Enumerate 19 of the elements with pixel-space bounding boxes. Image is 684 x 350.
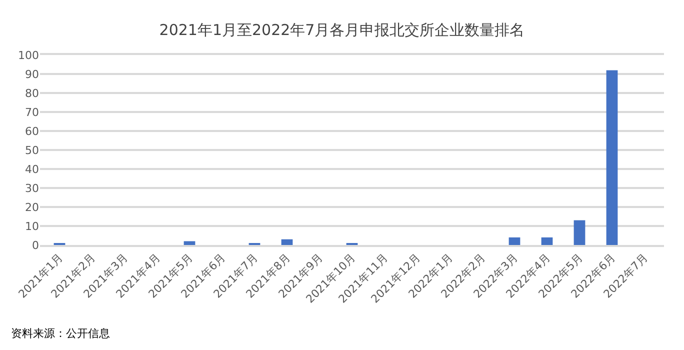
y-tick-label: 0	[32, 238, 39, 252]
y-tick-label: 60	[25, 124, 39, 138]
bar	[508, 237, 520, 245]
y-tick-label: 30	[25, 182, 39, 195]
bar	[606, 70, 618, 245]
y-tick-label: 80	[25, 86, 39, 100]
y-tick-label: 40	[25, 162, 39, 176]
y-tick-label: 20	[25, 200, 39, 214]
y-tick-label: 90	[25, 68, 39, 81]
chart-title: 2021年1月至2022年7月各月申报北交所企业数量排名	[159, 21, 525, 39]
bar	[184, 241, 196, 245]
bar	[541, 237, 553, 245]
y-tick-label: 100	[18, 48, 39, 62]
y-tick-label: 50	[25, 144, 39, 157]
text: 资料来源：公开信息	[11, 327, 110, 340]
y-tick-label: 70	[25, 106, 39, 119]
y-tick-label: 10	[25, 220, 39, 233]
bar	[281, 239, 293, 245]
bar	[574, 220, 586, 245]
